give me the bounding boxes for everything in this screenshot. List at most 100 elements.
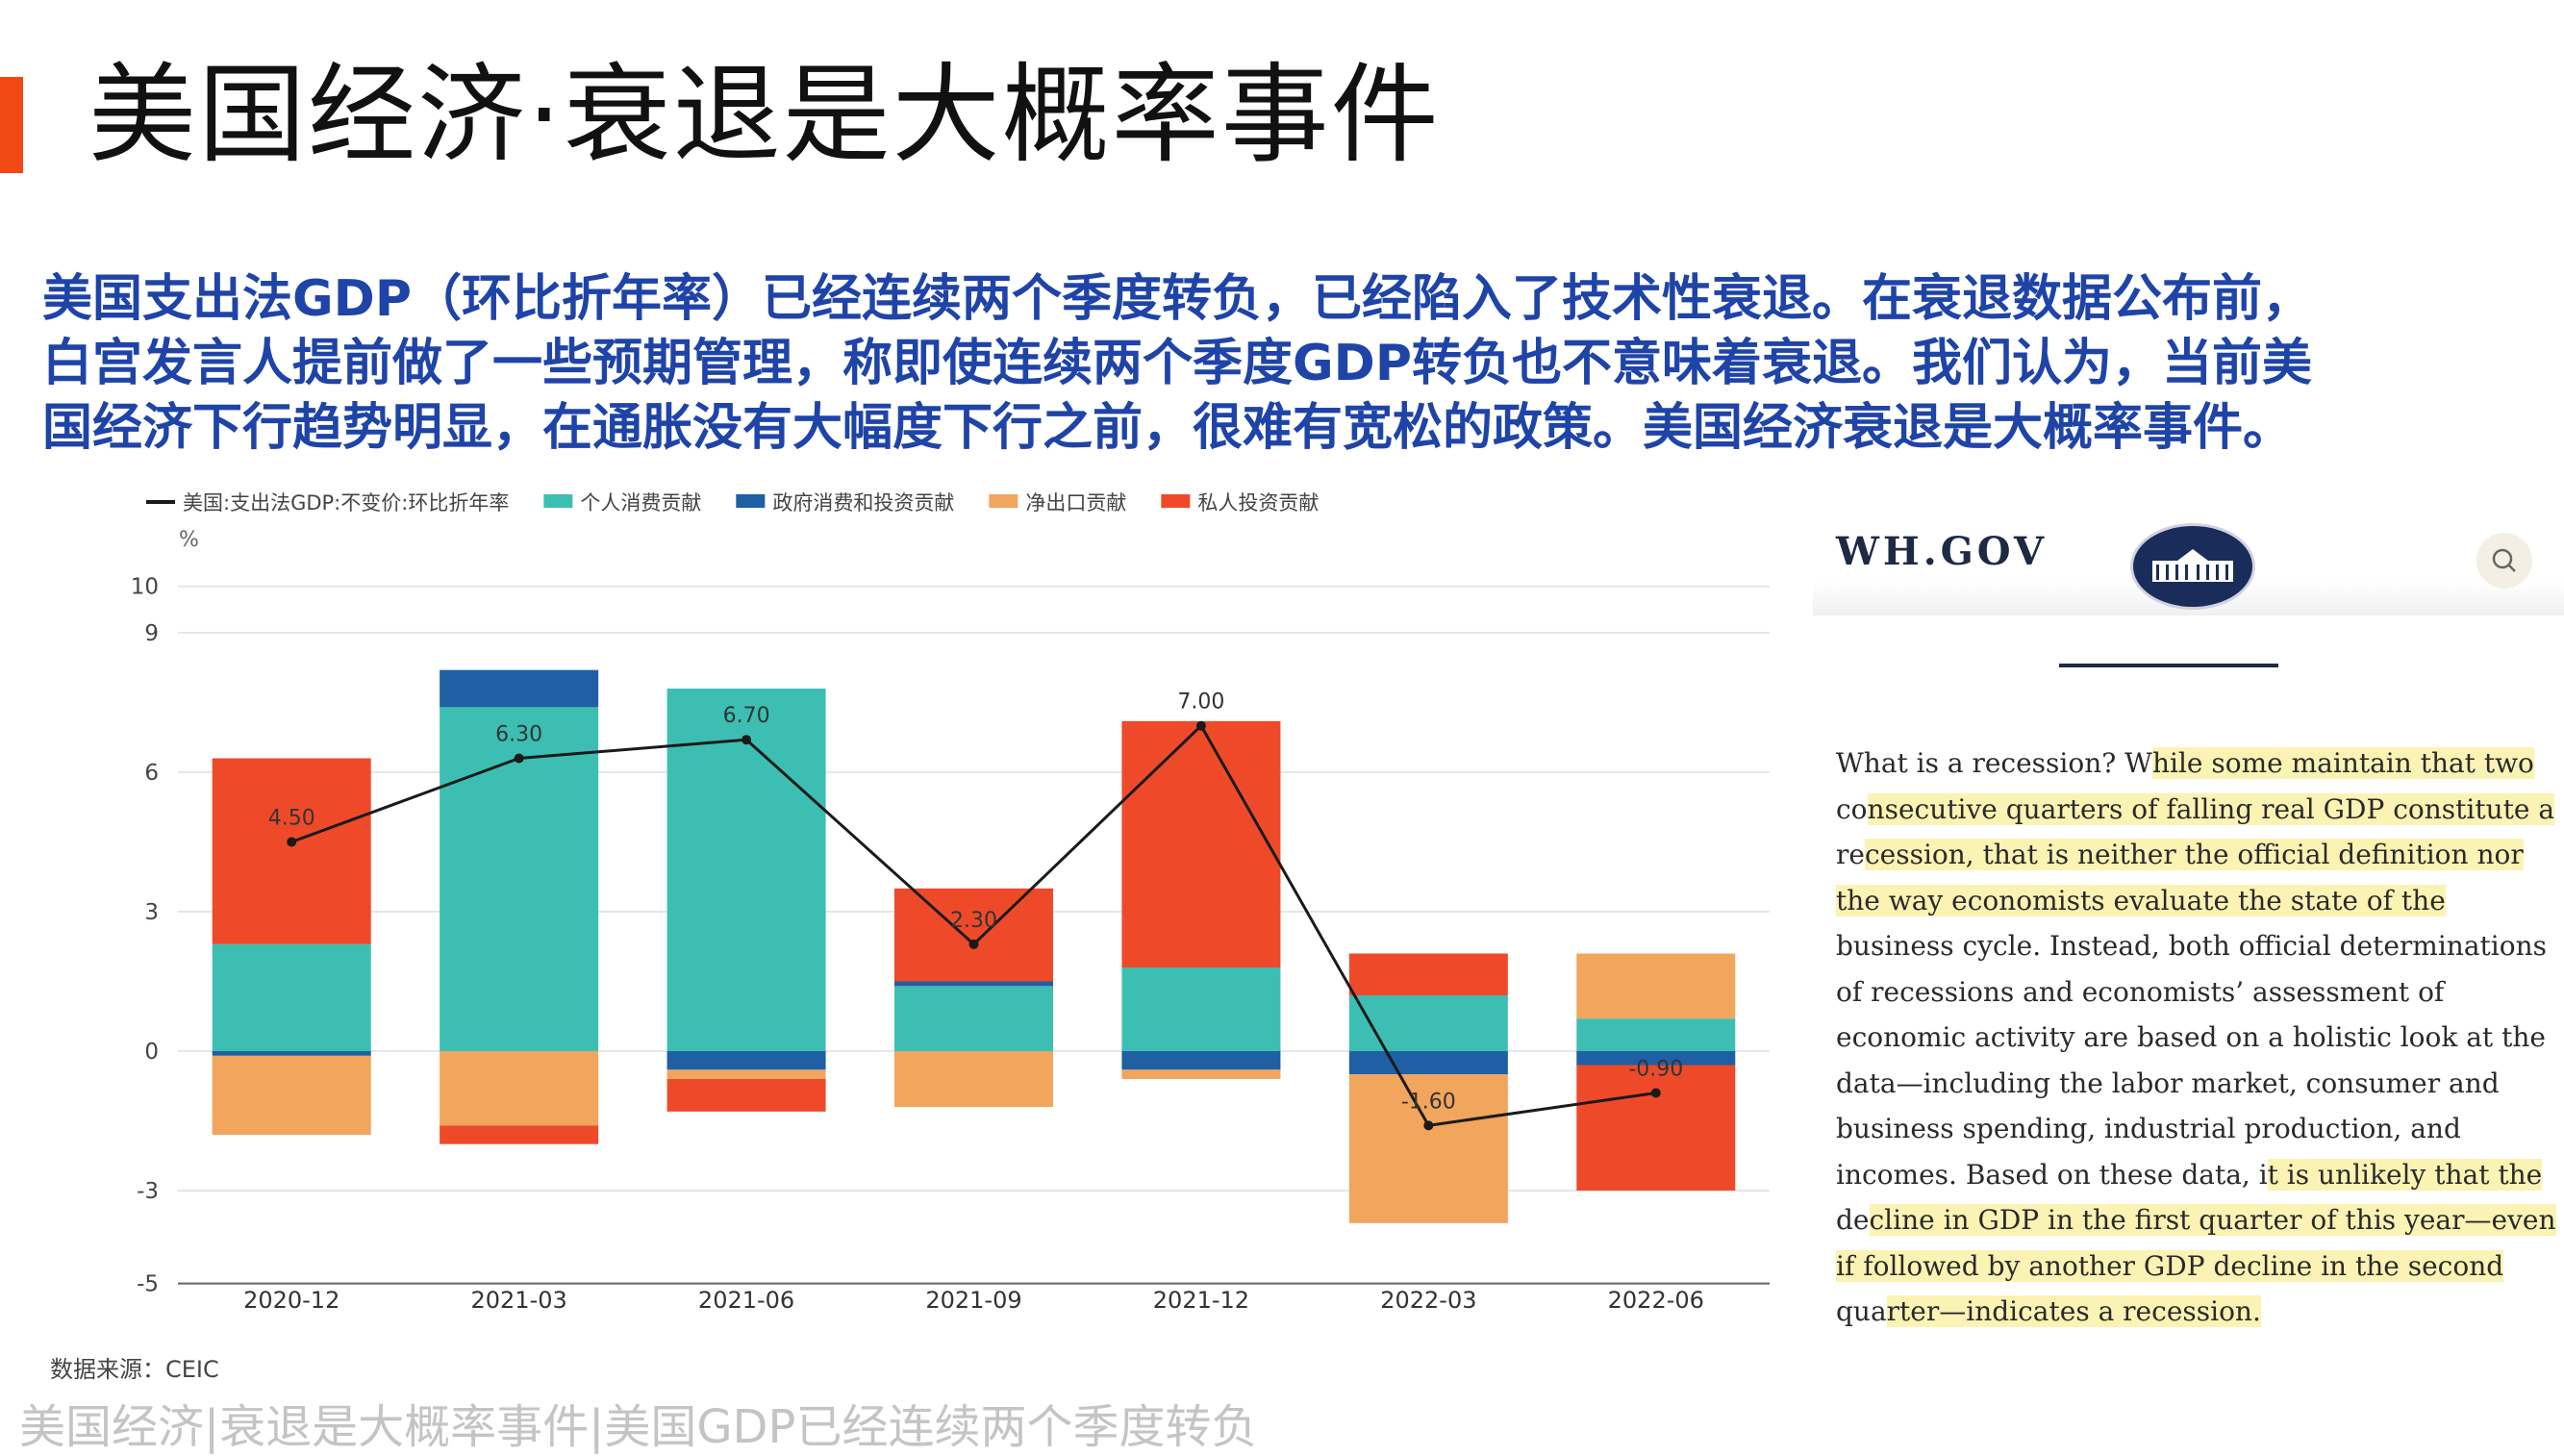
wh-article-text-span: re [1836,839,1865,870]
wh-logo-text: WH.GOV [1836,529,2048,574]
data-label: 2.30 [950,909,997,933]
data-label: -0.90 [1628,1057,1683,1081]
legend-swatch [989,494,1018,508]
x-tick-label: 2022-06 [1608,1287,1704,1314]
x-tick-label: 2021-06 [698,1287,794,1314]
bar-segment [1348,1074,1508,1223]
gdp-point [1423,1120,1434,1131]
wh-article-text-span: business cycle. Instead, both official d… [1836,930,2547,962]
legend-label: 政府消费和投资贡献 [772,491,954,515]
bar-segment [212,1051,371,1056]
bar-segment [666,1051,826,1070]
wh-article-line: quarter—indicates a recession. [1836,1289,2548,1335]
wh-article-line: consecutive quarters of falling real GDP… [1836,787,2555,833]
wh-article-text-span: incomes. Based on these data, i [1836,1158,2268,1191]
y-tick-label: 10 [131,575,159,600]
bar-segment [1121,967,1281,1051]
wh-article-line: business spending, industrial production… [1836,1106,2548,1152]
wh-article-line: of recessions and economists’ assessment… [1836,969,2548,1016]
bar-segment [894,981,1053,987]
bar-segment [212,758,371,944]
wh-article-line: What is a recession? While some maintain… [1836,741,2548,787]
wh-article-text-span: economic activity are based on a holisti… [1836,1021,2546,1053]
summary-line: 白宫发言人提前做了一些预期管理，称即使连续两个季度GDP转负也不意味着衰退。我们… [42,335,2312,392]
wh-article-text-span: of recessions and economists’ assessment… [1836,975,2445,1008]
wh-article-highlight: cline in GDP in the first quarter of thi… [1869,1204,2556,1236]
gdp-point [514,753,524,764]
bar-segment [894,1051,1053,1107]
wh-article-highlight: the way economists evaluate the state of… [1836,884,2446,916]
y-tick-label: 6 [144,761,159,786]
bar-segment [1348,1051,1508,1075]
slide-title: 美国经济·衰退是大概率事件 [88,53,1441,178]
wh-article-line: incomes. Based on these data, it is unli… [1836,1152,2548,1198]
wh-article-highlight: nsecutive quarters of falling real GDP c… [1867,792,2555,825]
bar-segment [1348,995,1508,1051]
data-label: -1.60 [1401,1090,1456,1114]
y-tick-label: 9 [144,621,159,646]
summary-line: 美国支出法GDP（环比折年率）已经连续两个季度转负，已经陷入了技术性衰退。在衰退… [42,270,2312,328]
search-icon[interactable] [2476,533,2532,589]
data-source-note: 数据来源：CEIC [50,1356,219,1383]
legend-swatch [736,494,766,508]
bar-segment [440,1125,599,1144]
y-tick-label: -5 [137,1272,159,1297]
wh-article-text-span: business spending, industrial production… [1836,1113,2461,1144]
gdp-point [1195,720,1206,731]
wh-divider [2059,664,2278,667]
bar-segment [1576,1051,1736,1066]
bar-segment [1121,1069,1281,1079]
bar-segment [440,669,599,708]
bar-segment [666,1078,826,1112]
bar-segment [1576,1065,1736,1191]
x-tick-label: 2022-03 [1380,1287,1476,1314]
wh-article-line: data—including the labor market, consume… [1836,1061,2548,1107]
bar-segment [440,707,599,1051]
wh-article-text-span: de [1836,1204,1870,1236]
gdp-contribution-chart: 10 9 6 3 0 -3 -5% 2020-12 2021-03 2021-06 2021-09 2… [131,491,1770,1314]
y-tick-label: 0 [144,1040,159,1065]
x-tick-label: 2020-12 [243,1287,339,1314]
wh-article-text-span: What is a recession? W [1836,747,2152,779]
wh-article-highlight: hile some maintain that two [2151,747,2534,779]
y-tick-label: 3 [144,900,159,925]
bar-segment [1576,1018,1736,1051]
summary-line: 国经济下行趋势明显，在通胀没有大幅度下行之前，很难有宽松的政策。美国经济衰退是大… [42,399,2294,457]
wh-article-highlight: if followed by another GDP decline in th… [1836,1249,2504,1282]
whitehouse-seal-icon [2130,523,2255,610]
wh-article-text-span: co [1836,792,1868,825]
wh-article-highlight: rter—indicates a recession. [1886,1295,2261,1327]
legend-label: 美国:支出法GDP:不变价:环比折年率 [183,491,509,515]
wh-article-text: What is a recession? While some maintain… [1836,741,2556,1335]
y-unit-label: % [179,528,199,552]
data-label: 6.70 [723,704,770,728]
bar-segment [440,1051,599,1126]
wh-article-highlight: cession, that is neither the official de… [1864,839,2524,870]
wh-article-line: the way economists evaluate the state of… [1836,878,2548,924]
legend-swatch [1161,494,1191,508]
whitehouse-screenshot: WH.GOV What is a recession? While some m… [1813,500,2564,1346]
bar-segment [1576,953,1736,1019]
bar-segment [666,1069,826,1079]
wh-article-line: decline in GDP in the first quarter of t… [1836,1197,2556,1243]
wh-article-line: economic activity are based on a holisti… [1836,1015,2548,1061]
wh-article-text-span: qua [1836,1295,1887,1327]
data-label: 7.00 [1177,690,1224,715]
x-tick-label: 2021-12 [1153,1287,1249,1314]
wh-article-line: recession, that is neither the official … [1836,832,2548,878]
wh-article-line: if followed by another GDP decline in th… [1836,1243,2548,1290]
wh-article-line: business cycle. Instead, both official d… [1836,923,2548,969]
wh-article-highlight: t is unlikely that the [2267,1158,2543,1191]
bar-segment [1121,1051,1281,1070]
summary-paragraph: 美国支出法GDP（环比折年率）已经连续两个季度转负，已经陷入了技术性衰退。在衰退… [42,267,2485,461]
x-tick-label: 2021-03 [471,1287,567,1314]
gdp-point [287,837,297,847]
gdp-point [1650,1088,1661,1098]
gdp-point [742,735,752,745]
bar-segment [212,1055,371,1135]
bar-segment [1348,953,1508,996]
legend-label: 私人投资贡献 [1197,491,1319,515]
bar-segment [894,986,1053,1051]
footer-text: 美国经济|衰退是大概率事件|美国GDP已经连续两个季度转负 [19,1400,1258,1454]
legend-label: 净出口贡献 [1025,491,1126,515]
